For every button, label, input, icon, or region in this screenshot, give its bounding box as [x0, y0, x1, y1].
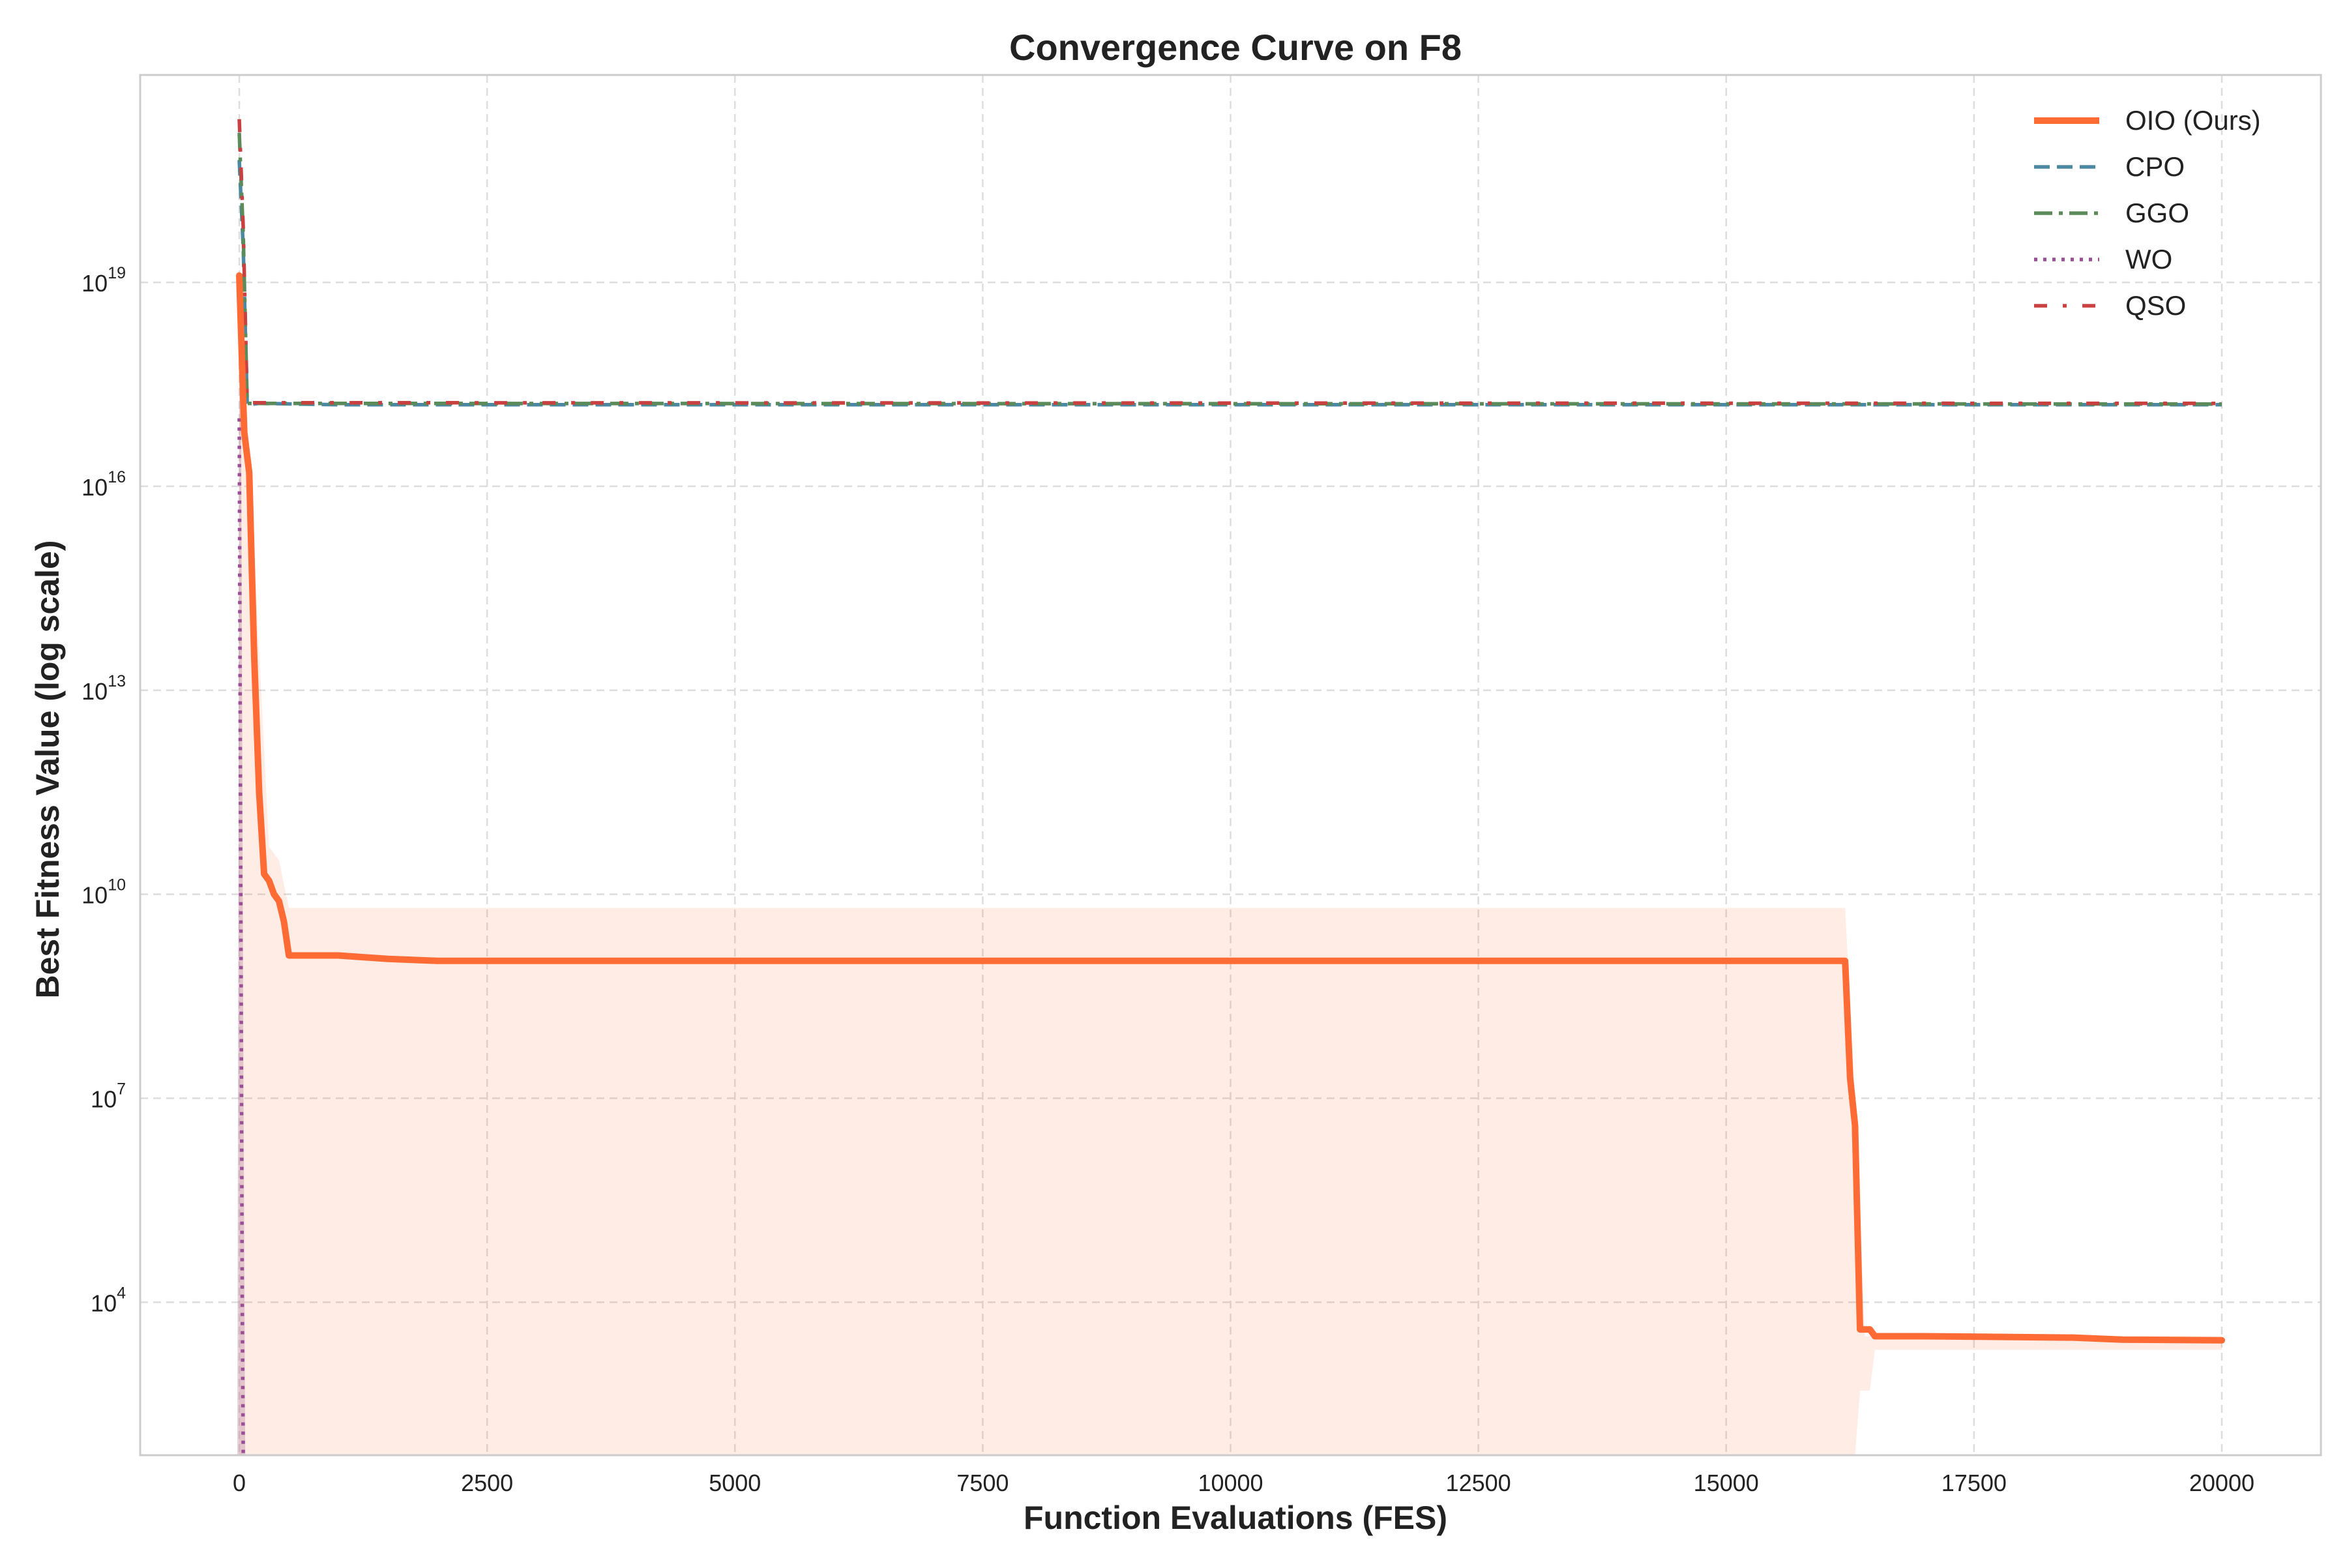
x-tick-label: 5000 [709, 1470, 761, 1496]
y-tick-label: 1016 [81, 468, 126, 501]
oio-confidence-band [239, 261, 2222, 1456]
chart-title: Convergence Curve on F8 [1009, 27, 1462, 68]
x-tick-label: 17500 [1941, 1470, 2007, 1496]
y-tick-label: 104 [91, 1284, 126, 1316]
tick-layer: 0 2500 5000 7500 10000 12500 15000 17500 20000 10… [81, 264, 2254, 1496]
series-line-oio-ours [236, 272, 2225, 1344]
legend-label: WO [2125, 244, 2172, 274]
y-tick-base: 10 [91, 1290, 117, 1316]
x-tick-label: 0 [233, 1470, 246, 1496]
y-tick-exponent: 19 [108, 264, 126, 282]
legend-label: CPO [2125, 151, 2185, 182]
y-axis-label: Best Fitness Value (log scale) [29, 540, 66, 998]
y-tick-exponent: 4 [117, 1284, 126, 1302]
x-tick-label: 10000 [1198, 1470, 1263, 1496]
y-tick-label: 107 [91, 1080, 126, 1113]
y-tick-label: 1010 [81, 876, 126, 909]
series-layer [236, 119, 2225, 1456]
y-tick-exponent: 7 [117, 1080, 126, 1099]
legend: OIO (Ours) CPO GGO WO QSO [2034, 105, 2261, 321]
y-tick-base: 10 [81, 270, 108, 297]
y-tick-base: 10 [81, 882, 108, 909]
y-tick-base: 10 [81, 474, 108, 501]
grid-layer [140, 75, 2321, 1455]
y-tick-label: 1019 [81, 264, 126, 297]
legend-label: OIO (Ours) [2125, 105, 2261, 136]
series-line-qso [237, 119, 2222, 406]
x-tick-label: 7500 [956, 1470, 1009, 1496]
y-tick-exponent: 10 [108, 876, 126, 895]
plot-frame [139, 74, 2322, 1457]
x-tick-label: 2500 [461, 1470, 513, 1496]
x-tick-label: 20000 [2189, 1470, 2254, 1496]
y-tick-label: 1013 [81, 672, 126, 705]
x-tick-label: 15000 [1694, 1470, 1759, 1496]
legend-label: GGO [2125, 198, 2189, 228]
x-tick-label: 12500 [1446, 1470, 1511, 1496]
y-tick-exponent: 13 [108, 672, 126, 690]
series-line-wo [237, 418, 245, 1456]
legend-label: QSO [2125, 290, 2186, 321]
y-tick-exponent: 16 [108, 468, 126, 486]
y-tick-base: 10 [91, 1086, 117, 1113]
y-tick-base: 10 [81, 678, 108, 705]
x-axis-label: Function Evaluations (FES) [1024, 1500, 1447, 1536]
